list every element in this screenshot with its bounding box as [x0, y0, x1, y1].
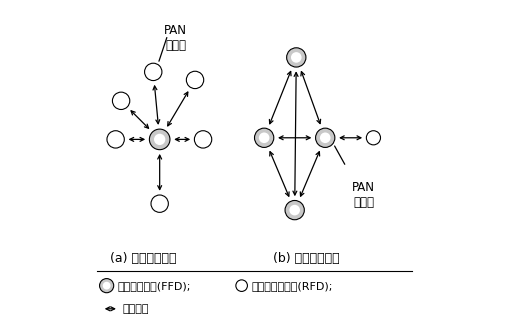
Text: 一通信流: 一通信流	[123, 304, 149, 314]
Circle shape	[103, 282, 110, 289]
Text: (a) 星形拓扑结构: (a) 星形拓扑结构	[110, 252, 177, 265]
Text: 一简化功能设备(RFD);: 一简化功能设备(RFD);	[251, 281, 333, 291]
Circle shape	[112, 92, 130, 110]
Circle shape	[259, 132, 269, 143]
Circle shape	[107, 131, 124, 148]
Circle shape	[254, 128, 274, 147]
Text: (b) 网状拓扑结构: (b) 网状拓扑结构	[273, 252, 339, 265]
Circle shape	[285, 200, 304, 220]
Circle shape	[316, 128, 335, 147]
Circle shape	[154, 134, 165, 145]
Circle shape	[151, 195, 168, 212]
Circle shape	[194, 131, 212, 148]
Circle shape	[320, 132, 330, 143]
Circle shape	[100, 279, 114, 293]
Circle shape	[366, 131, 381, 145]
Circle shape	[145, 63, 162, 80]
Text: PAN
协调者: PAN 协调者	[352, 181, 375, 209]
Circle shape	[291, 52, 302, 63]
Circle shape	[290, 205, 300, 215]
Text: 一全功能设备(FFD);: 一全功能设备(FFD);	[117, 281, 190, 291]
Text: PAN
协调者: PAN 协调者	[164, 24, 187, 52]
Circle shape	[287, 48, 306, 67]
Circle shape	[186, 71, 204, 89]
Circle shape	[149, 129, 170, 150]
Circle shape	[236, 280, 247, 291]
